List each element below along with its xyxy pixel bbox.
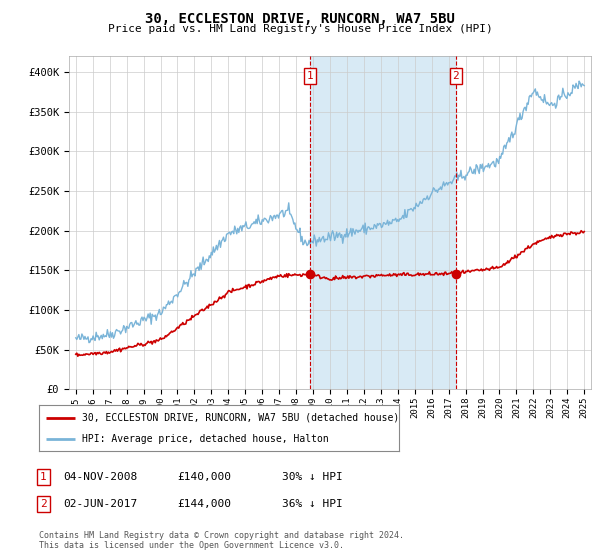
Text: 2: 2 — [452, 71, 459, 81]
Text: £140,000: £140,000 — [177, 472, 231, 482]
Text: HPI: Average price, detached house, Halton: HPI: Average price, detached house, Halt… — [82, 435, 329, 444]
Text: Contains HM Land Registry data © Crown copyright and database right 2024.
This d: Contains HM Land Registry data © Crown c… — [39, 531, 404, 550]
Text: Price paid vs. HM Land Registry's House Price Index (HPI): Price paid vs. HM Land Registry's House … — [107, 24, 493, 34]
Text: 1: 1 — [40, 472, 47, 482]
Text: £144,000: £144,000 — [177, 499, 231, 509]
Text: 1: 1 — [307, 71, 314, 81]
Text: 02-JUN-2017: 02-JUN-2017 — [63, 499, 137, 509]
Text: 30% ↓ HPI: 30% ↓ HPI — [282, 472, 343, 482]
Text: 30, ECCLESTON DRIVE, RUNCORN, WA7 5BU: 30, ECCLESTON DRIVE, RUNCORN, WA7 5BU — [145, 12, 455, 26]
Text: 2: 2 — [40, 499, 47, 509]
Text: 30, ECCLESTON DRIVE, RUNCORN, WA7 5BU (detached house): 30, ECCLESTON DRIVE, RUNCORN, WA7 5BU (d… — [82, 413, 400, 423]
Text: 36% ↓ HPI: 36% ↓ HPI — [282, 499, 343, 509]
Text: 04-NOV-2008: 04-NOV-2008 — [63, 472, 137, 482]
Bar — [310, 56, 456, 389]
